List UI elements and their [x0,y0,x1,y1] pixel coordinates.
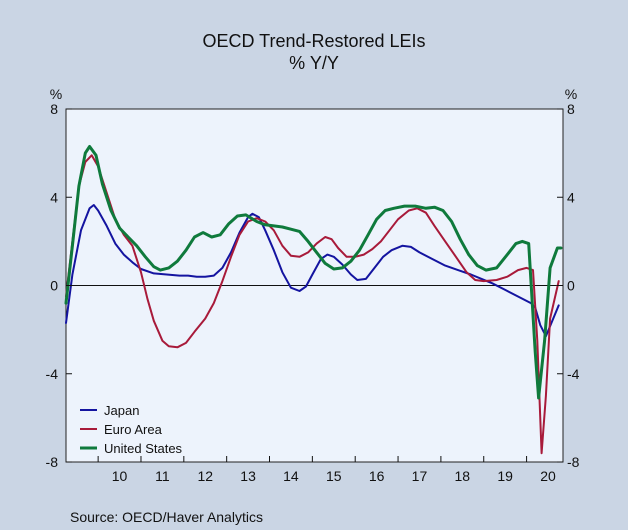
x-tick-label: 10 [112,468,128,484]
x-tick-label: 15 [326,468,342,484]
y-unit-left: % [50,86,62,102]
y-tick-label-left: 0 [50,278,58,294]
legend-label: Euro Area [104,422,163,437]
x-tick-label: 19 [497,468,513,484]
y-tick-label-right: 4 [567,189,575,205]
legend-label: Japan [104,403,139,418]
y-tick-label-right: -8 [567,454,580,470]
y-unit-right: % [565,86,577,102]
chart-title: OECD Trend-Restored LEIs [202,31,426,51]
series-line-united-states [64,145,563,400]
series-line-euro-area [65,154,560,455]
x-tick-label: 12 [197,468,213,484]
x-tick-label: 13 [240,468,256,484]
source-note: Source: OECD/Haver Analytics [70,509,263,525]
x-tick-label: 14 [283,468,299,484]
x-tick-label: 17 [412,468,428,484]
x-tick-label: 16 [369,468,385,484]
x-tick-label: 20 [540,468,556,484]
y-tick-label-right: 8 [567,101,575,117]
y-tick-label-left: 4 [50,189,58,205]
y-tick-label-right: 0 [567,278,575,294]
y-tick-label-right: -4 [567,366,580,382]
x-tick-label: 18 [455,468,471,484]
series-line-japan [65,204,560,338]
x-tick-label: 11 [155,468,170,484]
legend-label: United States [104,441,183,456]
y-tick-label-left: 8 [50,101,58,117]
y-tick-label-left: -4 [46,366,59,382]
chart-subtitle: % Y/Y [289,53,339,73]
y-tick-label-left: -8 [46,454,59,470]
